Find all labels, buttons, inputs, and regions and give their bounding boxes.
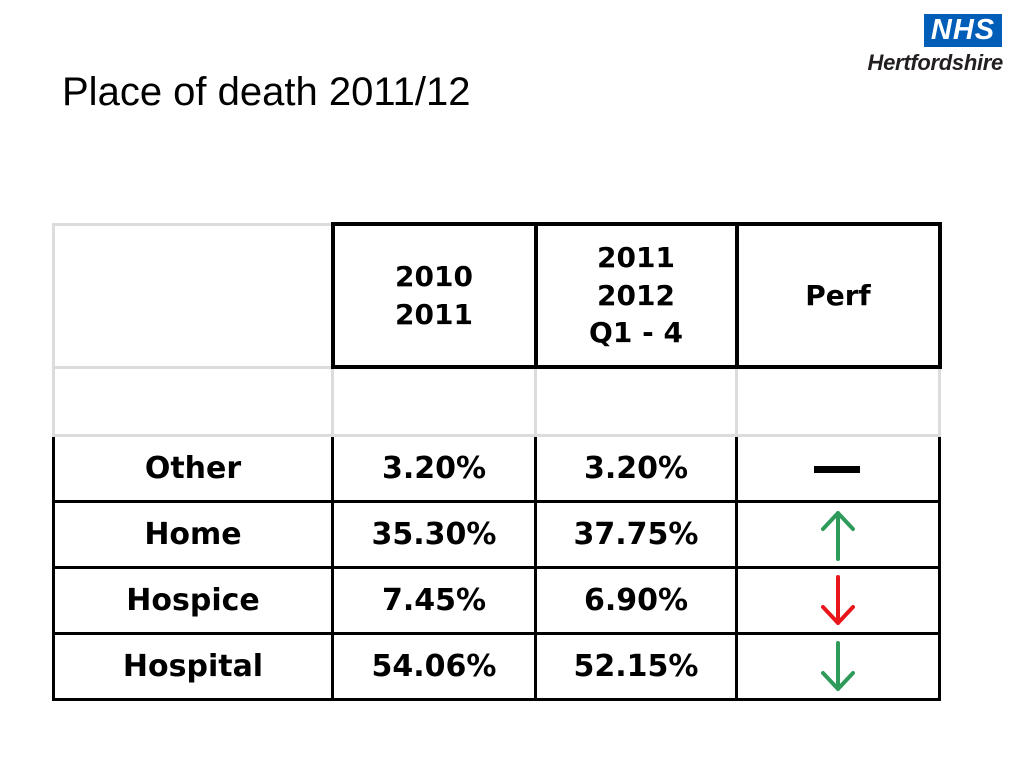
up-arrow-green-icon: [821, 510, 855, 561]
logo-org-name: Hertfordshire: [867, 50, 1004, 75]
header-2010-line2: 2011: [395, 297, 473, 331]
slide-title: Place of death 2011/12: [62, 70, 471, 114]
table-row-hospital: Hospital 54.06% 52.15%: [52, 632, 941, 701]
value-2011-2012: 6.90%: [534, 566, 738, 635]
row-label: Hospice: [52, 566, 334, 635]
header-perf: Perf: [734, 222, 942, 369]
value-2011-2012: 52.15%: [534, 632, 738, 701]
value-2011-2012: 37.75%: [534, 500, 738, 569]
spacer-cell: [331, 365, 537, 437]
place-of-death-table: 2010 2011 2011 2012 Q1 - 4 Perf Other 3.…: [52, 222, 942, 701]
spacer-cell: [52, 365, 334, 437]
no-change-dash-icon: [814, 465, 860, 473]
perf-cell: [735, 434, 941, 503]
down-arrow-red-icon: [821, 574, 855, 625]
value-2010-2011: 54.06%: [331, 632, 537, 701]
table-row-hospice: Hospice 7.45% 6.90%: [52, 566, 941, 635]
header-2010-2011: 2010 2011: [330, 222, 538, 369]
perf-cell: [735, 500, 941, 569]
down-arrow-green-icon: [821, 640, 855, 691]
header-2011-2012: 2011 2012 Q1 - 4: [533, 222, 739, 369]
row-label: Hospital: [52, 632, 334, 701]
row-label: Other: [52, 434, 334, 503]
header-2011-line2: 2012: [597, 278, 675, 312]
table-header-row: 2010 2011 2011 2012 Q1 - 4 Perf: [52, 222, 942, 369]
value-2010-2011: 3.20%: [331, 434, 537, 503]
value-2011-2012: 3.20%: [534, 434, 738, 503]
spacer-cell: [534, 365, 738, 437]
perf-cell: [735, 632, 941, 701]
header-2011-line1: 2011: [597, 240, 675, 274]
value-2010-2011: 35.30%: [331, 500, 537, 569]
nhs-logo-mark: NHS: [924, 14, 1002, 47]
header-empty-cell: [52, 222, 334, 369]
spacer-row: [52, 365, 941, 437]
header-2010-line1: 2010: [395, 259, 473, 293]
value-2010-2011: 7.45%: [331, 566, 537, 635]
nhs-hertfordshire-logo: NHS Hertfordshire: [833, 12, 1005, 78]
header-2011-line3: Q1 - 4: [589, 316, 683, 350]
spacer-cell: [735, 365, 941, 437]
perf-cell: [735, 566, 941, 635]
table-row-other: Other 3.20% 3.20%: [52, 434, 941, 503]
row-label: Home: [52, 500, 334, 569]
table-row-home: Home 35.30% 37.75%: [52, 500, 941, 569]
